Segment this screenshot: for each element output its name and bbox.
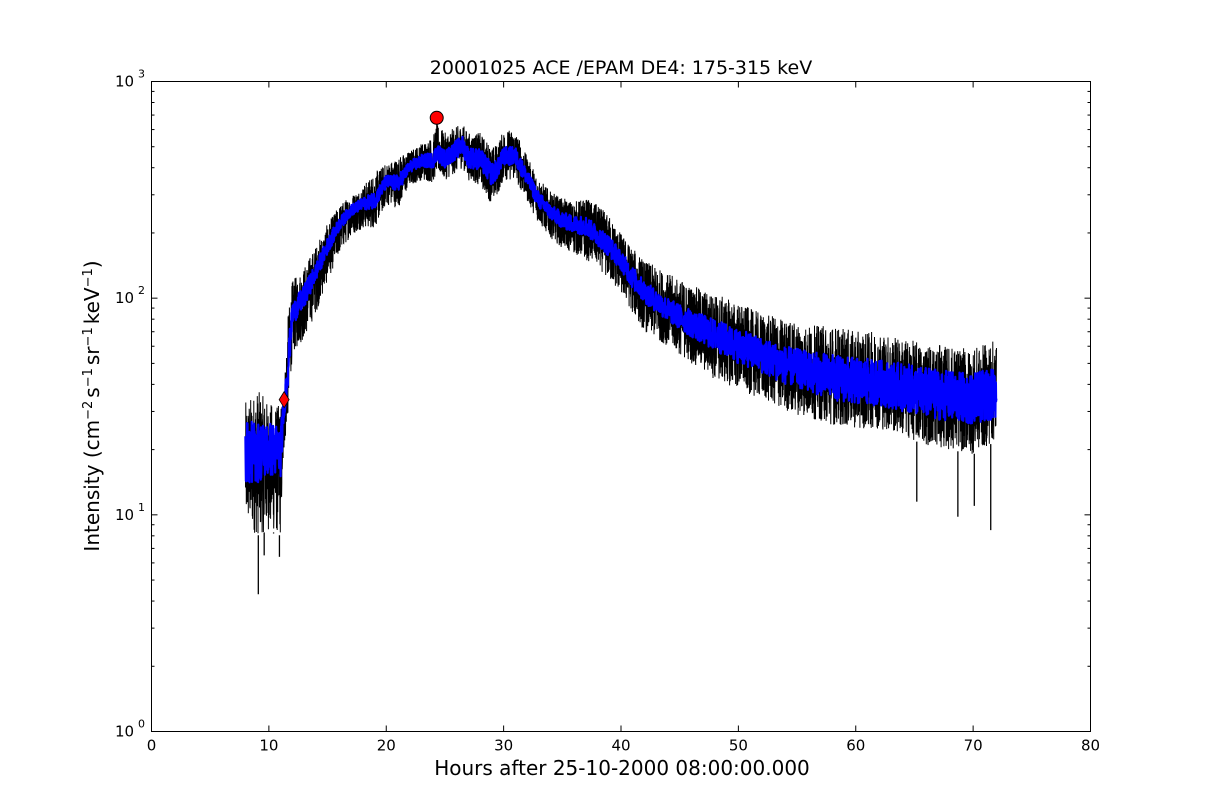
peak-marker: [429, 110, 444, 125]
y-tick-label-exponent: 0: [138, 718, 145, 731]
y-tick-label-exponent: 3: [138, 68, 145, 81]
y-axis-label-exponent: −2: [81, 401, 96, 420]
y-tick-label-exponent: 2: [138, 284, 145, 297]
y-tick-label: 10: [115, 73, 134, 91]
plot-area: [244, 110, 998, 595]
y-axis-label-part: Intensity (cm: [80, 420, 104, 552]
x-axis: 0 10 20 30 40 50 60 70 80: [147, 81, 1100, 755]
x-tick-label: 40: [611, 737, 630, 755]
y-axis-label-exponent: −1: [81, 327, 96, 346]
onset-marker: [278, 390, 290, 409]
x-tick-label: 80: [1081, 737, 1100, 755]
y-tick-label: 10: [115, 289, 134, 307]
x-tick-label: 30: [494, 737, 513, 755]
x-axis-label: Hours after 25-10-2000 08:00:00.000: [434, 756, 810, 780]
y-axis-label-part: keV: [80, 287, 104, 324]
y-axis: 10 0 10 1 10 2 10 3: [115, 68, 1091, 741]
y-tick-label: 10: [115, 723, 134, 741]
smoothed-series-line: [244, 135, 998, 484]
y-axis-label-part: sr: [80, 346, 104, 365]
x-tick-label: 50: [729, 737, 748, 755]
y-axis-label-part: s: [80, 387, 104, 397]
x-tick-label: 0: [147, 737, 157, 755]
y-tick-label-exponent: 1: [138, 501, 145, 514]
x-tick-label: 20: [377, 737, 396, 755]
x-tick-label: 70: [964, 737, 983, 755]
x-tick-label: 60: [846, 737, 865, 755]
y-axis-label: Intensity (cm−2s−1sr−1keV−1): [80, 260, 104, 551]
y-axis-label-part: ): [80, 260, 104, 268]
y-tick-label: 10: [115, 506, 134, 524]
chart-title: 20001025 ACE /EPAM DE4: 175-315 keV: [430, 57, 812, 79]
y-axis-label-exponent: −1: [81, 268, 96, 287]
y-axis-label-exponent: −1: [81, 368, 96, 387]
x-tick-label: 10: [259, 737, 278, 755]
